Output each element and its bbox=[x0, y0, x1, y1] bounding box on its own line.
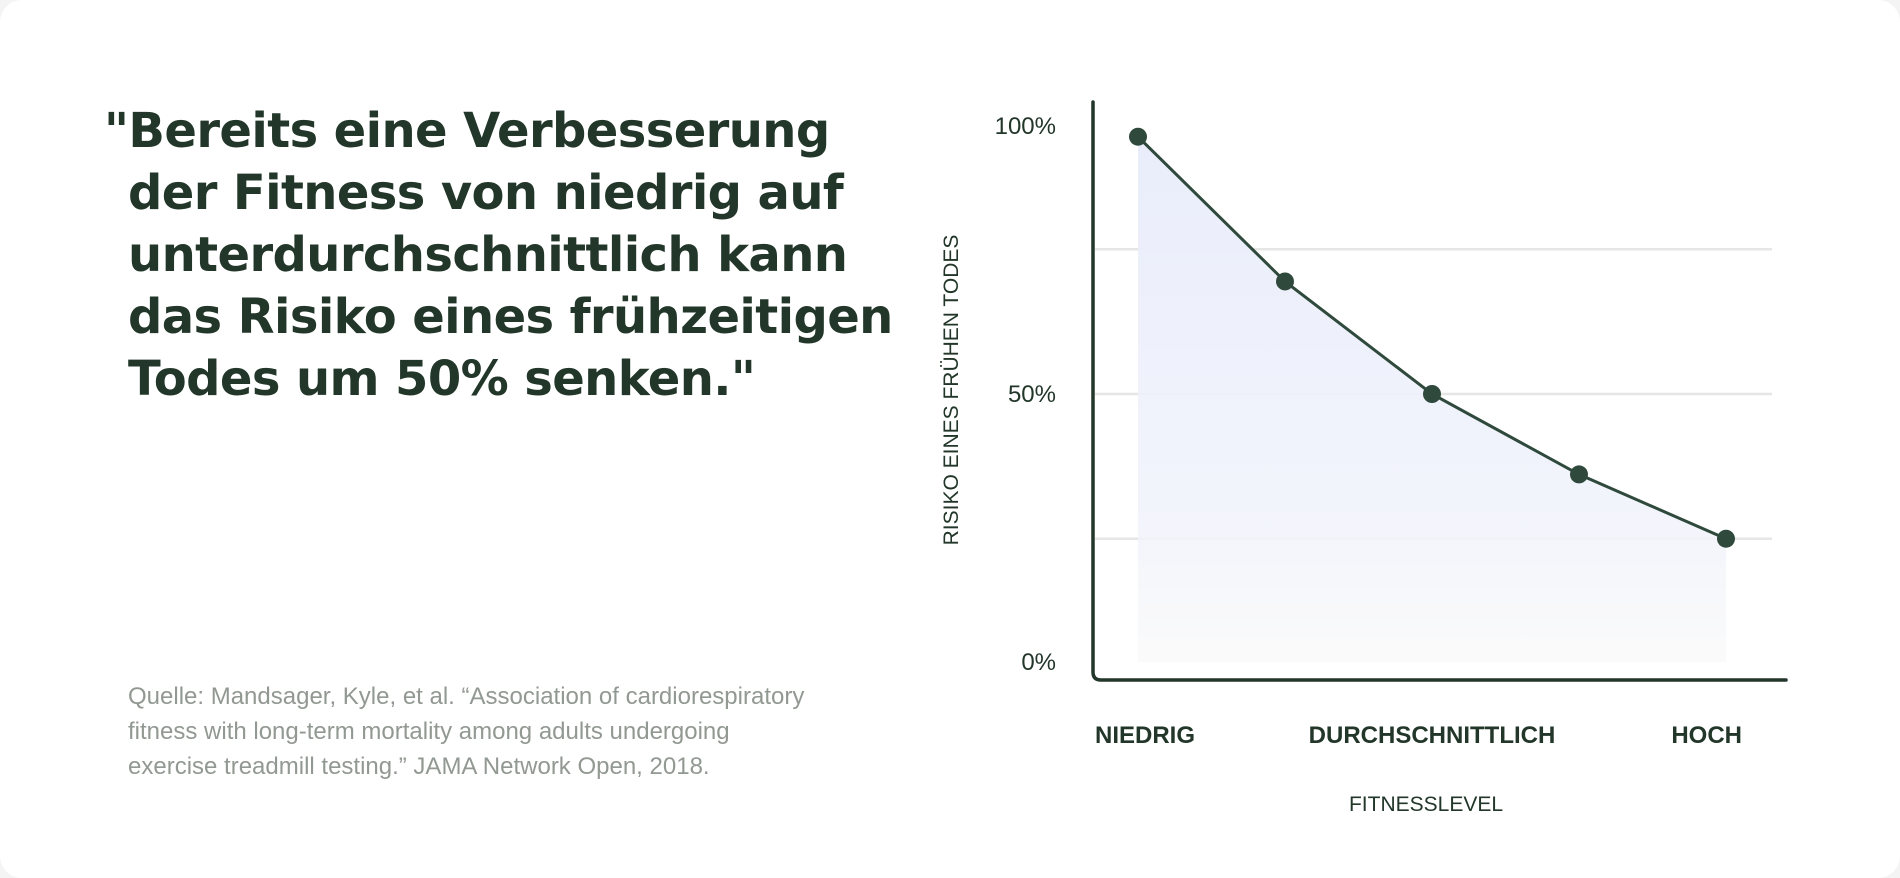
data-point bbox=[1423, 385, 1441, 403]
data-point bbox=[1276, 272, 1294, 291]
source-line: Quelle: Mandsager, Kyle, et al. “Associa… bbox=[128, 683, 805, 710]
quote-line: das Risiko eines frühzeitigen bbox=[128, 289, 893, 345]
data-point bbox=[1570, 465, 1588, 484]
x-category-label: NIEDRIG bbox=[1095, 722, 1195, 749]
quote-line: Todes um 50% senken." bbox=[128, 351, 756, 407]
y-tick-label: 100% bbox=[995, 113, 1056, 140]
y-tick-label: 0% bbox=[1021, 649, 1056, 676]
source-line: exercise treadmill testing.” JAMA Networ… bbox=[128, 753, 710, 780]
data-point bbox=[1129, 127, 1147, 146]
x-category-labels: NIEDRIG DURCHSCHNITTLICH HOCH bbox=[1095, 722, 1742, 749]
source-line: fitness with long-term mortality among a… bbox=[128, 718, 730, 745]
x-category-label: HOCH bbox=[1671, 722, 1742, 749]
quote-line: der Fitness von niedrig auf bbox=[128, 165, 844, 221]
quote-line: "Bereits eine Verbesserung bbox=[104, 103, 830, 159]
data-points bbox=[1129, 127, 1735, 548]
y-tick-labels: 100% 50% 0% bbox=[995, 113, 1056, 676]
y-tick-label: 50% bbox=[1008, 381, 1056, 408]
risk-area-chart: 100% 50% 0% NIEDRIG DURCHSCHNITTLICH HOCH RI… bbox=[940, 100, 1788, 816]
chart-axes bbox=[1091, 100, 1788, 682]
y-axis-title: RISIKO EINES FRÜHEN TODES bbox=[940, 235, 963, 546]
source-citation: Quelle: Mandsager, Kyle, et al. “Associa… bbox=[128, 679, 918, 784]
quote-line: unterdurchschnittlich kann bbox=[128, 227, 848, 283]
x-category-label: DURCHSCHNITTLICH bbox=[1309, 722, 1556, 749]
x-axis-title: FITNESSLEVEL bbox=[1349, 793, 1503, 816]
quote-text: "Bereits eine Verbesserung der Fitness v… bbox=[104, 100, 893, 410]
data-point bbox=[1717, 529, 1735, 548]
